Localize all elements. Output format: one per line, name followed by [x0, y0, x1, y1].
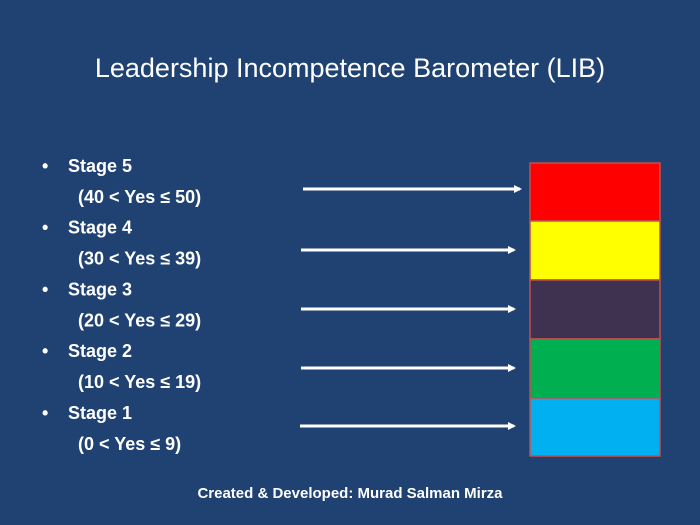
stage-range: (0 < Yes ≤ 9) [78, 434, 181, 454]
credit: Created & Developed: Murad Salman Mirza [197, 485, 503, 502]
stage-list: • Stage 5 (40 < Yes ≤ 50) • Stage 4 (30 < Yes… [42, 156, 201, 454]
level-box [529, 397, 661, 457]
stage-range: (20 < Yes ≤ 29) [78, 310, 201, 330]
stage-name: Stage 5 [68, 156, 132, 176]
bullet: • [42, 218, 48, 238]
level-box [529, 220, 661, 281]
bullet: • [42, 279, 48, 299]
bullet: • [42, 341, 48, 361]
level-box [529, 338, 661, 399]
stage-range: (30 < Yes ≤ 39) [78, 249, 201, 269]
barometer [529, 162, 661, 457]
level-box [529, 162, 661, 222]
stage-name: Stage 2 [68, 341, 132, 361]
bullet: • [42, 156, 48, 176]
stage-name: Stage 1 [68, 403, 132, 423]
stage-name: Stage 4 [68, 218, 132, 238]
stage-range: (10 < Yes ≤ 19) [78, 372, 201, 392]
bullet: • [42, 403, 48, 423]
level-box [529, 279, 661, 340]
slide-title: Leadership Incompetence Barometer (LIB) [95, 53, 605, 83]
stage-name: Stage 3 [68, 279, 132, 299]
arrows [300, 185, 522, 430]
stage-range: (40 < Yes ≤ 50) [78, 187, 201, 207]
